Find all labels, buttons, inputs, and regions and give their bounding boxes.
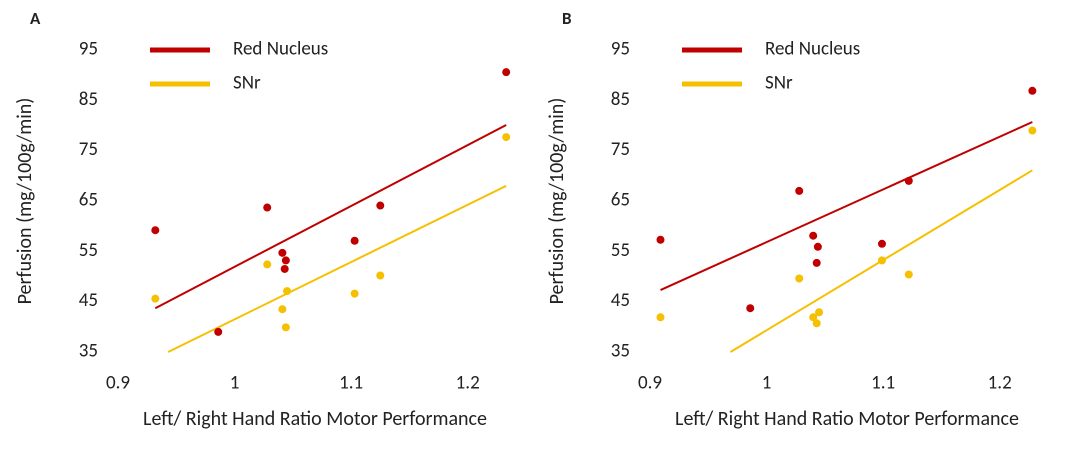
scatter-point — [795, 274, 804, 283]
legend-label: SNr — [233, 72, 261, 95]
panel-label: A — [30, 8, 41, 29]
y-tick-label: 55 — [79, 239, 98, 262]
scatter-point — [904, 270, 913, 279]
scatter-point — [809, 313, 818, 322]
scatter-point — [281, 323, 290, 332]
scatter-point — [904, 176, 913, 185]
scatter-point — [813, 242, 822, 251]
x-axis-title: Left/ Right Hand Ratio Motor Performance — [143, 407, 487, 431]
y-tick-label: 65 — [611, 189, 630, 212]
x-tick-label: 1 — [762, 372, 772, 395]
scatter-point — [1028, 86, 1037, 95]
y-tick-label: 95 — [79, 38, 98, 61]
x-tick-label: 1.1 — [871, 372, 895, 395]
scatter-point — [151, 294, 160, 303]
legend-label: SNr — [765, 72, 793, 95]
scatter-point — [877, 256, 886, 265]
x-tick-label: 1.2 — [988, 372, 1012, 395]
trend-line — [660, 121, 1033, 292]
scatter-point — [280, 264, 289, 273]
x-axis-title: Left/ Right Hand Ratio Motor Performance — [675, 407, 1019, 431]
scatter-point — [656, 313, 665, 322]
y-tick-label: 45 — [611, 289, 630, 312]
legend-label: Red Nucleus — [233, 38, 328, 61]
scatter-point — [278, 305, 287, 314]
scatter-point — [815, 308, 824, 317]
legend-label: Red Nucleus — [765, 38, 860, 61]
scatter-point — [809, 231, 818, 240]
scatter-point — [283, 287, 292, 296]
x-tick-label: 0.9 — [638, 372, 662, 395]
y-axis-title: Perfusion (mg/100g/min) — [545, 98, 569, 305]
y-tick-label: 85 — [79, 88, 98, 111]
trend-line — [154, 124, 507, 310]
y-tick-label: 35 — [79, 340, 98, 363]
scatter-point — [502, 68, 511, 77]
scatter-point — [281, 256, 290, 265]
y-tick-label: 65 — [79, 189, 98, 212]
y-tick-label: 35 — [611, 340, 630, 363]
scatter-point — [214, 327, 223, 336]
x-tick-label: 0.9 — [106, 372, 130, 395]
scatter-point — [656, 235, 665, 244]
panel-label: B — [562, 8, 572, 29]
trend-line — [167, 185, 507, 353]
scatter-point — [376, 271, 385, 280]
y-tick-label: 45 — [79, 289, 98, 312]
y-tick-label: 95 — [611, 38, 630, 61]
scatter-point — [151, 226, 160, 235]
scatter-point — [502, 133, 511, 142]
scatter-point — [1028, 126, 1037, 135]
scatter-point — [350, 289, 359, 298]
y-tick-label: 75 — [611, 138, 630, 161]
y-tick-label: 75 — [79, 138, 98, 161]
y-axis-title: Perfusion (mg/100g/min) — [13, 98, 37, 305]
scatter-point — [812, 319, 821, 328]
scatter-point — [350, 236, 359, 245]
scatter-point — [795, 186, 804, 195]
scatter-point — [746, 304, 755, 313]
x-tick-label: 1.2 — [456, 372, 480, 395]
scatter-point — [278, 248, 287, 257]
scatter-point — [263, 260, 272, 269]
scatter-point — [812, 258, 821, 267]
y-tick-label: 55 — [611, 239, 630, 262]
y-tick-label: 85 — [611, 88, 630, 111]
scatter-point — [263, 203, 272, 212]
x-tick-label: 1 — [230, 372, 240, 395]
x-tick-label: 1.1 — [339, 372, 363, 395]
scatter-point — [877, 239, 886, 248]
scatter-point — [376, 201, 385, 210]
